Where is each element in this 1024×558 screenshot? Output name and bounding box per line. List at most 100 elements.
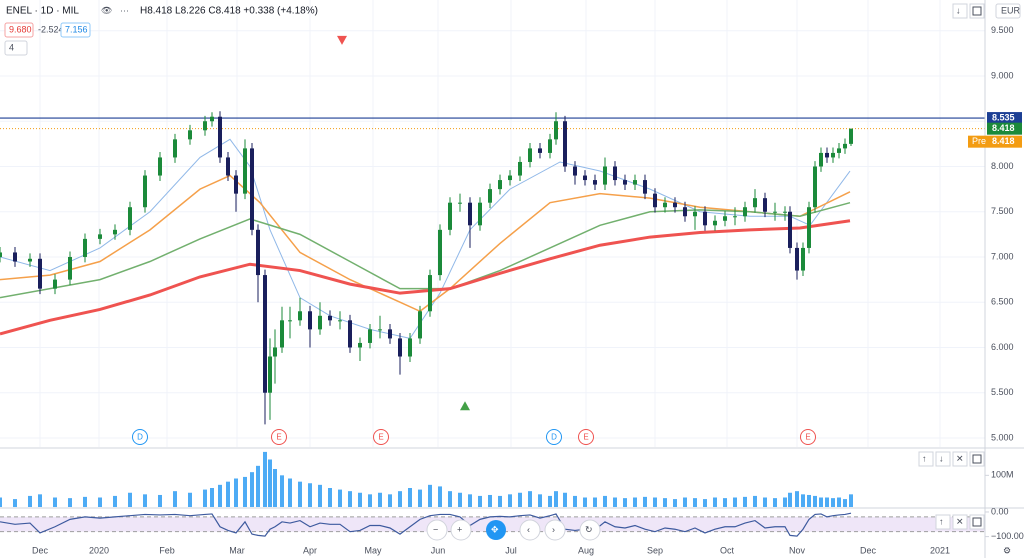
- button[interactable]: [952, 514, 968, 530]
- price-tag: [987, 122, 1022, 135]
- candle-body: [518, 161, 522, 176]
- event-marker: [271, 429, 287, 445]
- candle-body: [683, 207, 687, 217]
- volume-bar: [438, 486, 442, 507]
- candle-body: [368, 329, 372, 343]
- candle-body: [554, 121, 558, 140]
- volume-bar: [368, 494, 372, 507]
- indicator-box: [60, 22, 91, 38]
- volume-bar: [218, 484, 222, 507]
- indicator-value: -2.524: [38, 24, 64, 34]
- volume-bar: [243, 476, 247, 507]
- candle-body: [807, 207, 811, 248]
- event-label: E: [805, 433, 810, 442]
- button[interactable]: [969, 451, 985, 467]
- button[interactable]: [969, 3, 985, 19]
- candle-body: [226, 157, 230, 176]
- eye-icon[interactable]: 👁: [101, 5, 112, 15]
- y-tick-label: 5.000: [991, 432, 1014, 442]
- y-tick-label: 9.000: [991, 70, 1014, 80]
- y-tick-label: 7.500: [991, 206, 1014, 216]
- volume-bar: [210, 488, 214, 507]
- event-marker: [373, 429, 389, 445]
- y-tick-label: 9.500: [991, 25, 1014, 35]
- volume-bar: [38, 494, 42, 507]
- x-tick-label: Sep: [647, 545, 663, 555]
- volume-bar: [298, 481, 302, 507]
- event-label: D: [137, 433, 143, 442]
- volume-bar: [468, 494, 472, 507]
- candle-body: [498, 180, 502, 190]
- button[interactable]: [952, 3, 968, 19]
- ohlc: H8.418 L8.226 C8.418 +0.338 (+4.18%): [140, 6, 318, 17]
- volume-bar: [250, 472, 254, 507]
- volume-bar: [831, 498, 835, 507]
- volume-bar: [263, 451, 267, 507]
- candle-body: [825, 152, 829, 158]
- x-tick-label: Oct: [720, 545, 735, 555]
- y-tick-label: 8.000: [991, 161, 1014, 171]
- button[interactable]: [969, 514, 985, 530]
- icon: ‹: [527, 524, 530, 534]
- icon: ›: [552, 524, 555, 534]
- volume-bar: [733, 497, 737, 507]
- volume-bar: [428, 484, 432, 507]
- candle-body: [733, 216, 737, 218]
- volume-bar: [773, 498, 777, 507]
- currency-box[interactable]: [995, 3, 1021, 19]
- signal-arrow: [460, 401, 470, 411]
- volume-bar: [128, 492, 132, 507]
- button-icon: ✕: [956, 453, 964, 463]
- y-tick-label: 6.500: [991, 297, 1014, 307]
- candle-body: [783, 211, 787, 213]
- scroll-left[interactable]: [519, 519, 541, 541]
- volume-bar: [743, 496, 747, 507]
- volume-bar: [713, 497, 717, 507]
- candle-body: [831, 152, 835, 158]
- volume-bar: [653, 497, 657, 507]
- candle-body: [288, 320, 292, 322]
- event-marker: [546, 429, 562, 445]
- button[interactable]: [935, 514, 951, 530]
- candle-body: [113, 229, 117, 235]
- settings-icon[interactable]: ⚙: [1003, 545, 1011, 555]
- zoom-out[interactable]: [426, 519, 448, 541]
- reset[interactable]: [486, 520, 506, 540]
- volume-bar: [288, 478, 292, 507]
- button-icon: ↑: [922, 453, 927, 463]
- more-icon[interactable]: ···: [120, 5, 129, 15]
- x-tick-label: Jul: [505, 545, 517, 555]
- volume-bar: [98, 497, 102, 507]
- button[interactable]: [952, 451, 968, 467]
- collapse-button[interactable]: [4, 40, 28, 56]
- volume-bar: [788, 492, 792, 507]
- candle-body: [819, 152, 823, 167]
- volume-bar: [603, 495, 607, 507]
- zoom-in[interactable]: [450, 519, 472, 541]
- y-tick-label: 5.500: [991, 387, 1014, 397]
- volume-bar: [807, 494, 811, 507]
- volume-bar: [13, 499, 17, 507]
- candle-body: [428, 275, 432, 312]
- refresh[interactable]: [579, 519, 601, 541]
- volume-bar: [613, 497, 617, 507]
- button[interactable]: [935, 451, 951, 467]
- volume-bar: [508, 494, 512, 507]
- candle-body: [408, 338, 412, 357]
- candle-body: [723, 216, 727, 221]
- volume-bar: [268, 459, 272, 507]
- event-label: D: [551, 433, 557, 442]
- candle-body: [663, 202, 667, 208]
- x-tick-label: 2020: [89, 545, 109, 555]
- button-icon: ↑: [939, 516, 944, 526]
- volume-bar: [488, 494, 492, 507]
- event-label: E: [276, 433, 281, 442]
- volume-bar: [813, 495, 817, 507]
- moving-average: [0, 219, 851, 336]
- button-icon: [972, 6, 982, 16]
- button[interactable]: [918, 451, 934, 467]
- volume-bar: [538, 494, 542, 507]
- pre-tag-label: Pre: [972, 136, 986, 146]
- candle-body: [358, 342, 362, 348]
- scroll-right[interactable]: [544, 519, 566, 541]
